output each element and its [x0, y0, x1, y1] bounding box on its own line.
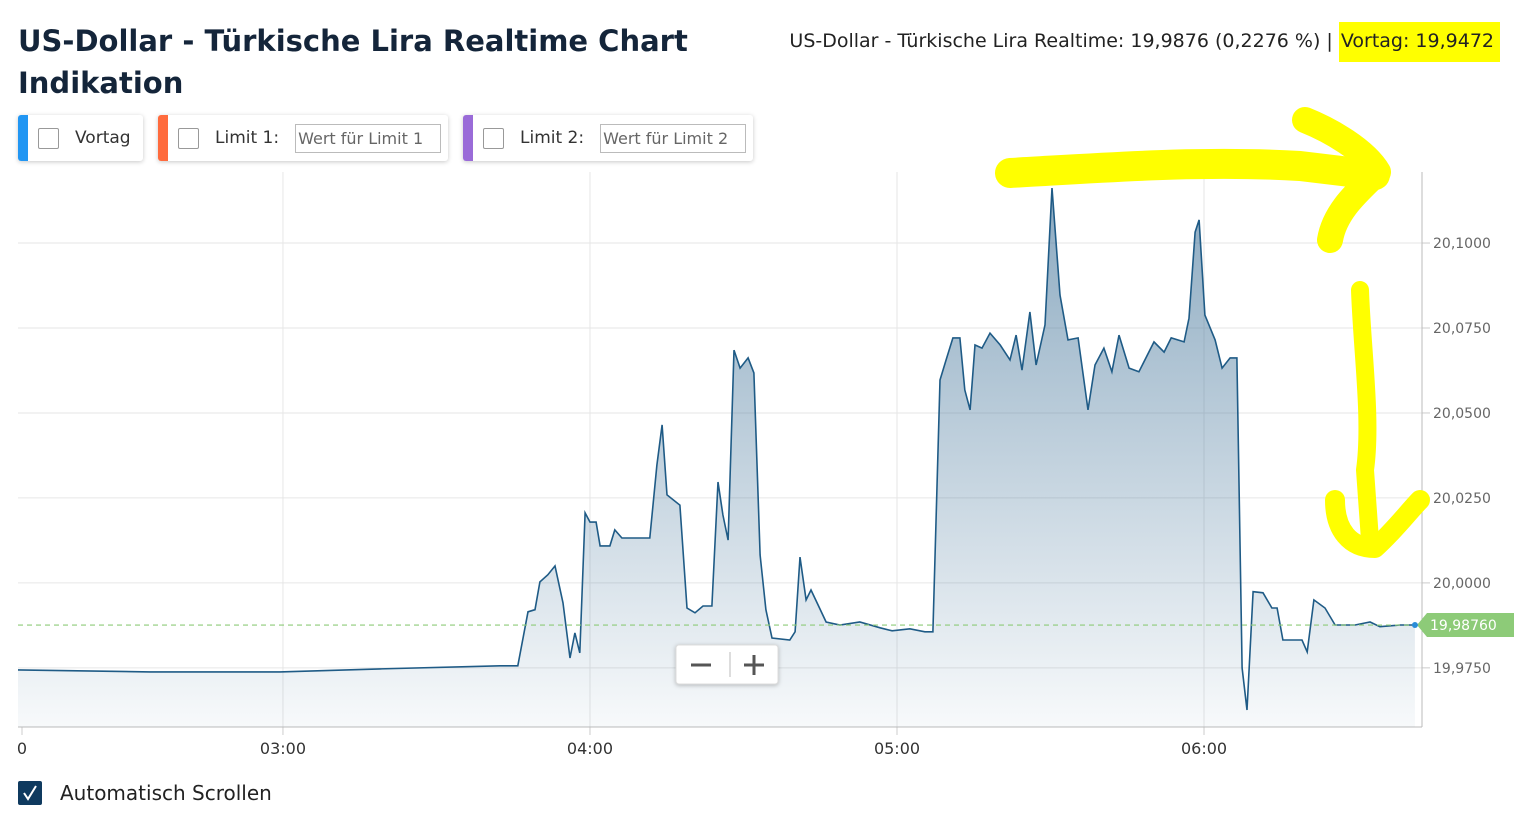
check-icon [23, 785, 37, 801]
x-tick-label: 06:00 [1181, 739, 1227, 758]
x-tick-label: 03:00 [260, 739, 306, 758]
vortag-toggle[interactable]: Vortag [18, 115, 143, 161]
y-tick-label: 20,1000 [1433, 236, 1491, 252]
x-tick-label: 05:00 [874, 739, 920, 758]
checkbox[interactable] [38, 127, 59, 149]
line [17, 187, 1415, 711]
annotation-stroke [1351, 281, 1379, 549]
limit1-control: Limit 1: Wert für Limit 1 [158, 115, 448, 161]
chart-title: US-Dollar - Türkische Lira Realtime Char… [18, 24, 688, 100]
price-dot [1411, 622, 1418, 629]
zoom-in-icon[interactable] [744, 655, 764, 675]
stripe [463, 115, 473, 161]
stripe [158, 115, 168, 161]
limit2-control: Limit 2: Wert für Limit 2 [463, 115, 753, 161]
y-tick-label: 20,0000 [1433, 576, 1491, 592]
area [18, 188, 1415, 727]
limit-input[interactable]: Wert für Limit 2 [600, 123, 747, 153]
y-tick-label: 20,0500 [1433, 406, 1491, 422]
checkbox-checked[interactable] [18, 781, 42, 805]
label: Limit 2: [520, 128, 585, 148]
price-label: 19,98760 [1430, 618, 1497, 634]
realtime-text: US-Dollar - Türkische Lira Realtime: 19,… [789, 30, 1333, 52]
previous-day: Vortag: 19,9472 [1338, 22, 1500, 62]
annotation-stroke [1292, 107, 1391, 253]
label: Automatisch Scrollen [60, 781, 272, 805]
annotation-stroke [1325, 490, 1430, 558]
limit-input[interactable]: Wert für Limit 1 [295, 123, 442, 153]
checkbox[interactable] [483, 127, 504, 149]
y-tick-label: 20,0750 [1433, 321, 1491, 337]
realtime-quote: US-Dollar - Türkische Lira Realtime: 19,… [789, 22, 1500, 62]
price-badge [1417, 613, 1514, 638]
y-tick-label: 19,9750 [1433, 661, 1491, 677]
stripe [18, 115, 28, 161]
x-tick-label: 04:00 [567, 739, 613, 758]
checkbox[interactable] [178, 127, 199, 149]
label: Vortag [75, 128, 131, 148]
x-tick-label: 0 [17, 739, 27, 758]
annotation-stroke [995, 148, 1390, 190]
auto-scroll[interactable]: Automatisch Scrollen [18, 781, 272, 805]
y-tick-label: 20,0250 [1433, 491, 1491, 507]
label: Limit 1: [215, 128, 280, 148]
